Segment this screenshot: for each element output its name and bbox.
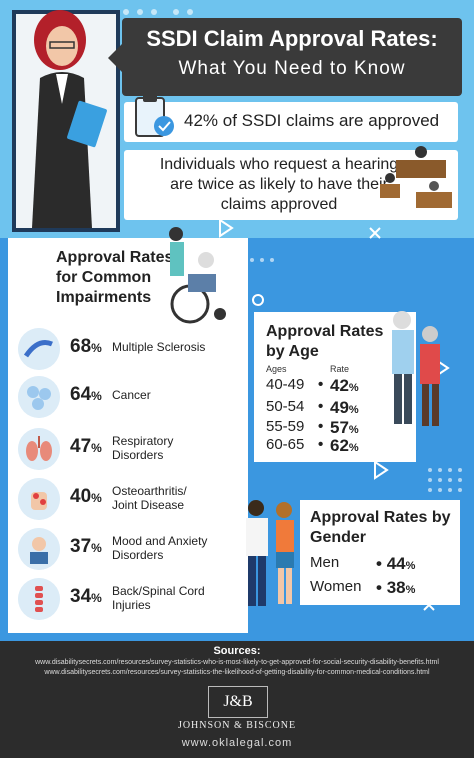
gender-panel: Approval Rates by Gender Men • 44% Women •… <box>300 500 460 605</box>
spine-icon <box>18 578 60 620</box>
impairment-rate: 47% <box>70 436 102 457</box>
fact-approved: 42% of SSDI claims are approved <box>124 94 458 142</box>
clipboard-icon <box>135 94 174 137</box>
fact-approved-text: 42% of SSDI claims are approved <box>184 111 440 130</box>
gender-title: Approval Rates by Gender <box>310 509 451 546</box>
age-title: Approval Rates by Age <box>266 323 384 360</box>
age-row: 55-59 • 57% <box>266 418 359 437</box>
impairments-title: Approval Rates for Common Impairments <box>56 249 174 306</box>
impairment-rate: 37% <box>70 536 102 557</box>
wheelchair-illustration <box>169 227 226 324</box>
impairment-rate: 64% <box>70 384 102 405</box>
age-panel: Approval Rates by Age Ages Rate 40-49 • 42… <box>254 312 416 462</box>
elderly-couple-illustration <box>392 311 440 426</box>
website-link[interactable]: www.oklalegal.com <box>181 737 293 749</box>
impairment-label: Cancer <box>112 388 151 402</box>
title-pointer <box>108 44 122 72</box>
source-link[interactable]: www.disabilitysecrets.com/resources/surv… <box>35 659 439 666</box>
courtroom-icon <box>380 146 452 208</box>
stressed-person-icon <box>18 528 60 570</box>
cells-icon <box>18 376 60 418</box>
gender-row-women: Women • 38% <box>310 578 416 597</box>
impairment-label: Mood and Anxiety Disorders <box>112 534 208 562</box>
age-row: 50-54 • 49% <box>266 398 359 417</box>
sources-title: Sources: <box>213 645 261 657</box>
impairment-row-mood: 37% Mood and Anxiety Disorders <box>18 528 253 572</box>
impairment-row-respiratory: 47% Respiratory Disorders <box>18 428 253 472</box>
impairment-row-ms: 68% Multiple Sclerosis <box>18 328 253 372</box>
fact-hearing: Individuals who request a hearing are tw… <box>124 146 458 220</box>
gender-row-men: Men • 44% <box>310 554 416 573</box>
lungs-icon <box>18 428 60 470</box>
source-link[interactable]: www.disabilitysecrets.com/resources/surv… <box>44 669 430 676</box>
impairment-label: Back/Spinal Cord Injuries <box>112 584 205 612</box>
impairment-label: Multiple Sclerosis <box>112 340 206 354</box>
impairments-panel: Approval Rates for Common Impairments 68… <box>8 227 248 633</box>
page-title: SSDI Claim Approval Rates: <box>146 26 438 51</box>
impairment-rate: 68% <box>70 336 102 357</box>
firm-name: JOHNSON & BISCONE <box>177 720 297 731</box>
lawyer-illustration <box>32 10 107 228</box>
impairment-label: Osteoarthritis/ Joint Disease <box>112 484 187 512</box>
impairment-label: Respiratory Disorders <box>112 434 174 462</box>
impairment-row-osteoarthritis: 40% Osteoarthritis/ Joint Disease <box>18 478 253 522</box>
age-row: 40-49 • 42% <box>266 376 359 395</box>
impairment-row-cancer: 64% Cancer <box>18 376 253 420</box>
firm-logo: J&B <box>208 686 268 718</box>
age-row: 60-65 • 62% <box>266 436 359 455</box>
joint-hand-icon <box>18 478 60 520</box>
fact-hearing-text: Individuals who request a hearing are tw… <box>159 156 399 213</box>
nerve-icon <box>18 328 60 370</box>
page-subtitle: What You Need to Know <box>178 58 406 79</box>
rate-col-header: Rate <box>330 364 350 374</box>
impairment-rate: 34% <box>70 586 102 607</box>
impairment-row-back: 34% Back/Spinal Cord Injuries <box>18 578 253 622</box>
footer: Sources: www.disabilitysecrets.com/resou… <box>0 641 474 758</box>
impairment-rate: 40% <box>70 486 102 507</box>
title-box: SSDI Claim Approval Rates: What You Need… <box>108 18 462 96</box>
age-col-header: Ages <box>266 364 287 374</box>
couple-illustration <box>246 500 294 606</box>
